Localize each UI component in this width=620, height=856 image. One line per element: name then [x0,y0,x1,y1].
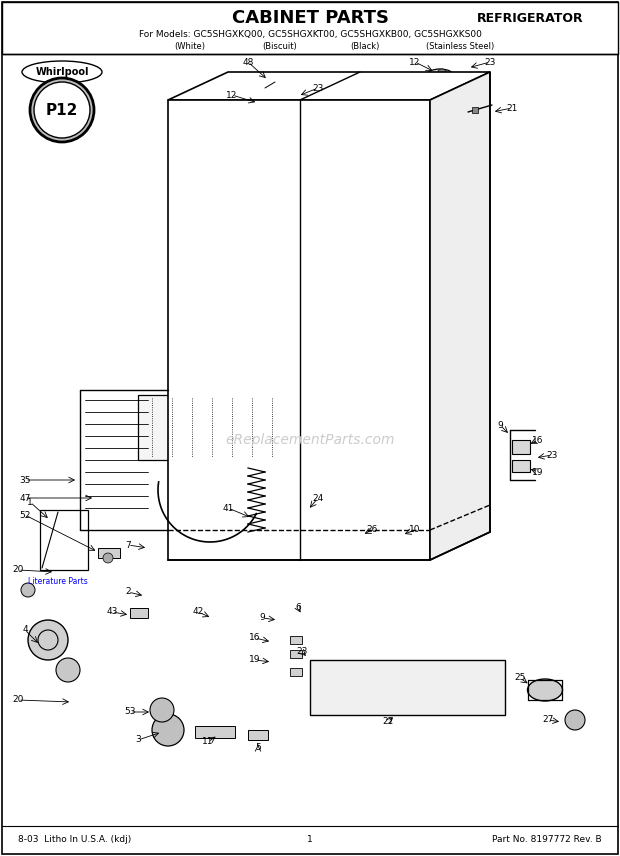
Text: 4: 4 [22,626,28,634]
Text: 3: 3 [135,735,141,745]
Circle shape [21,583,35,597]
Text: 5: 5 [255,744,261,752]
Text: 12: 12 [409,57,421,67]
Text: 27: 27 [542,716,554,724]
Text: For Models: GC5SHGXKQ00, GC5SHGXKT00, GC5SHGXKB00, GC5SHGXKS00: For Models: GC5SHGXKQ00, GC5SHGXKT00, GC… [138,29,482,39]
Text: Whirlpool: Whirlpool [35,67,89,77]
Text: 19: 19 [249,656,261,664]
Bar [2,2,618,54]
Circle shape [28,620,68,660]
Bar [290,636,302,644]
Text: REFRIGERATOR: REFRIGERATOR [477,11,583,25]
Bar [290,668,302,676]
Text: 2: 2 [125,587,131,597]
Text: 24: 24 [312,494,324,502]
Polygon shape [430,72,490,560]
Text: 41: 41 [223,503,234,513]
Ellipse shape [22,61,102,83]
Bar [512,460,530,472]
Bar [290,650,302,658]
Bar [40,510,88,570]
Text: (Biscuit): (Biscuit) [263,41,298,51]
Circle shape [150,698,174,722]
Bar [310,660,505,715]
Ellipse shape [426,69,454,83]
Circle shape [565,710,585,730]
Text: 23: 23 [546,450,557,460]
Text: 20: 20 [12,566,24,574]
Text: 16: 16 [532,436,544,444]
Text: (Black): (Black) [350,41,379,51]
Text: 23: 23 [484,57,495,67]
Text: eReplacementParts.com: eReplacementParts.com [225,433,395,447]
Bar [512,440,530,454]
Polygon shape [168,100,430,560]
Text: 42: 42 [192,608,203,616]
Text: 52: 52 [19,510,30,520]
Text: 7: 7 [125,540,131,550]
Ellipse shape [528,679,562,701]
Text: 1: 1 [307,835,313,845]
Circle shape [34,82,90,138]
Text: 43: 43 [106,608,118,616]
Text: Part No. 8197772 Rev. B: Part No. 8197772 Rev. B [492,835,602,845]
Text: 25: 25 [515,674,526,682]
Text: 48: 48 [242,57,254,67]
Text: 47: 47 [19,494,30,502]
Ellipse shape [254,95,282,109]
Text: 6: 6 [295,603,301,613]
Polygon shape [168,72,490,100]
Text: 20: 20 [12,695,24,704]
Text: P12: P12 [46,103,78,117]
Text: 26: 26 [366,526,378,534]
Bar [98,548,120,558]
Circle shape [103,553,113,563]
Text: 9: 9 [497,420,503,430]
Bar [195,726,235,738]
Text: 21: 21 [507,104,518,112]
Bar [130,608,148,618]
Text: 23: 23 [312,84,324,92]
Circle shape [265,95,275,105]
Text: Literature Parts: Literature Parts [28,578,88,586]
Text: 35: 35 [19,475,31,484]
Text: 19: 19 [532,467,544,477]
Text: 8-03  Litho In U.S.A. (kdj): 8-03 Litho In U.S.A. (kdj) [18,835,131,845]
Text: 10: 10 [409,526,421,534]
Text: 9: 9 [259,614,265,622]
Text: 22: 22 [383,717,394,727]
Text: 12: 12 [226,91,237,99]
Circle shape [30,78,94,142]
Polygon shape [138,395,290,460]
Text: 23: 23 [296,647,308,657]
Text: 11: 11 [202,738,214,746]
Circle shape [56,658,80,682]
Text: (Stainless Steel): (Stainless Steel) [426,41,494,51]
Text: (White): (White) [174,41,205,51]
Text: 53: 53 [124,708,136,716]
Bar [248,730,268,740]
Text: CABINET PARTS: CABINET PARTS [231,9,389,27]
Circle shape [152,714,184,746]
Circle shape [437,69,447,79]
Text: 16: 16 [249,633,261,643]
Text: 1: 1 [27,497,33,507]
